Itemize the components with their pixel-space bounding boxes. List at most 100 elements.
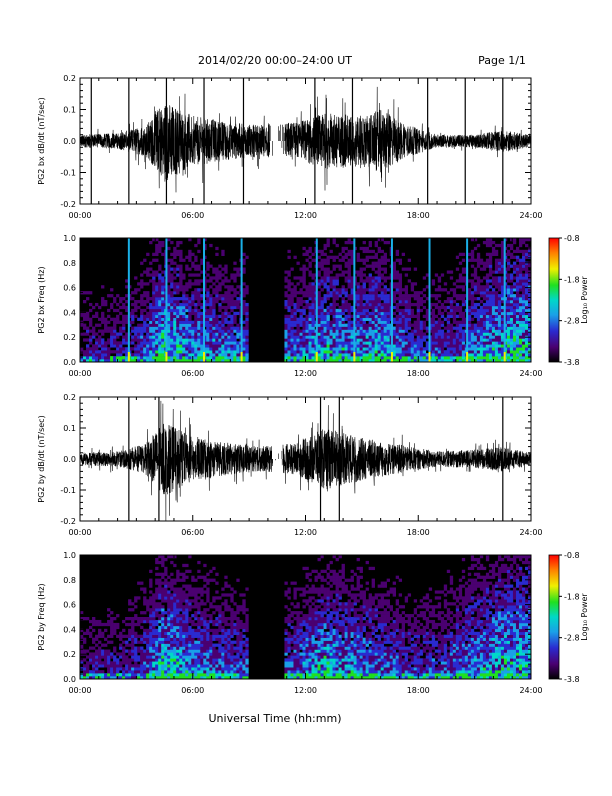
heatmap-cell — [152, 635, 155, 638]
heatmap-cell — [375, 276, 378, 279]
heatmap-cell — [516, 315, 519, 318]
heatmap-cell — [492, 315, 495, 318]
heatmap-cell — [176, 579, 179, 582]
heatmap-cell — [438, 309, 441, 312]
x-tick-label: 18:00 — [407, 369, 430, 378]
x-tick-label: 00:00 — [68, 528, 91, 537]
heatmap-cell — [230, 288, 233, 291]
heatmap-cell — [176, 250, 179, 253]
heatmap-cell — [339, 330, 342, 333]
heatmap-cell — [417, 335, 420, 338]
heatmap-cell — [324, 350, 327, 353]
heatmap-cell — [495, 294, 498, 297]
heatmap-cell — [191, 655, 194, 658]
heatmap-cell — [113, 321, 116, 324]
heatmap-cell — [381, 332, 384, 335]
heatmap-cell — [441, 350, 444, 353]
heatmap-cell — [233, 330, 236, 333]
heatmap-cell — [161, 608, 164, 611]
heatmap-cell — [441, 306, 444, 309]
heatmap-cell — [510, 297, 513, 300]
heatmap-cell — [131, 620, 134, 623]
heatmap-cell — [188, 344, 191, 347]
heatmap-cell — [384, 270, 387, 273]
heatmap-cell — [89, 347, 92, 350]
heatmap-cell — [408, 279, 411, 282]
heatmap-cell — [167, 270, 170, 273]
heatmap-cell — [152, 294, 155, 297]
heatmap-cell — [471, 353, 474, 356]
heatmap-cell — [104, 327, 107, 330]
heatmap-cell — [456, 332, 459, 335]
heatmap-cell — [393, 338, 396, 341]
heatmap-cell — [399, 356, 402, 359]
heatmap-cell — [167, 276, 170, 279]
heatmap-cell — [293, 338, 296, 341]
heatmap-cell — [471, 306, 474, 309]
heatmap-cell — [212, 338, 215, 341]
heatmap-cell — [522, 327, 525, 330]
x-tick-label: 12:00 — [294, 369, 317, 378]
heatmap-cell — [384, 262, 387, 265]
heatmap-cell — [170, 599, 173, 602]
heatmap-cell — [381, 288, 384, 291]
heatmap-cell — [191, 647, 194, 650]
heatmap-cell — [483, 315, 486, 318]
heatmap-cell — [312, 306, 315, 309]
heatmap-cell — [119, 667, 122, 670]
heatmap-cell — [483, 327, 486, 330]
heatmap-cell — [318, 350, 321, 353]
heatmap-cell — [89, 324, 92, 327]
heatmap-cell — [224, 291, 227, 294]
heatmap-cell — [155, 635, 158, 638]
heatmap-cell — [119, 341, 122, 344]
heatmap-cell — [489, 259, 492, 262]
heatmap-cell — [486, 265, 489, 268]
heatmap-cell — [137, 641, 140, 644]
heatmap-cell — [411, 282, 414, 285]
heatmap-cell — [101, 661, 104, 664]
heatmap-cell — [98, 620, 101, 623]
heatmap-cell — [290, 335, 293, 338]
heatmap-cell — [378, 306, 381, 309]
heatmap-cell — [227, 332, 230, 335]
heatmap-cell — [369, 350, 372, 353]
heatmap-cell — [167, 315, 170, 318]
heatmap-cell — [164, 590, 167, 593]
heatmap-cell — [468, 335, 471, 338]
heatmap-cell — [420, 321, 423, 324]
heatmap-cell — [182, 303, 185, 306]
heatmap-cell — [360, 318, 363, 321]
heatmap-cell — [471, 291, 474, 294]
heatmap-cell — [98, 664, 101, 667]
heatmap-cell — [104, 658, 107, 661]
heatmap-cell — [188, 585, 191, 588]
heatmap-cell — [182, 335, 185, 338]
heatmap-cell — [206, 300, 209, 303]
heatmap-cell — [519, 250, 522, 253]
heatmap-cell — [360, 291, 363, 294]
heatmap-cell — [339, 324, 342, 327]
heatmap-cell — [321, 262, 324, 265]
heatmap-cell — [242, 350, 245, 353]
heatmap-cell — [215, 270, 218, 273]
heatmap-cell — [287, 270, 290, 273]
heatmap-cell — [170, 667, 173, 670]
heatmap-cell — [152, 276, 155, 279]
heatmap-cell — [230, 273, 233, 276]
heatmap-cell — [522, 303, 525, 306]
heatmap-cell — [348, 268, 351, 271]
heatmap-cell — [441, 312, 444, 315]
heatmap-cell — [110, 338, 113, 341]
heatmap-cell — [498, 327, 501, 330]
heatmap-cell — [86, 330, 89, 333]
heatmap-cell — [188, 332, 191, 335]
heatmap-cell — [312, 273, 315, 276]
heatmap-cell — [188, 655, 191, 658]
heatmap-cell — [206, 324, 209, 327]
heatmap-cell — [221, 330, 224, 333]
heatmap-cell — [360, 285, 363, 288]
heatmap-cell — [378, 312, 381, 315]
heatmap-cell — [393, 276, 396, 279]
heatmap-cell — [411, 335, 414, 338]
